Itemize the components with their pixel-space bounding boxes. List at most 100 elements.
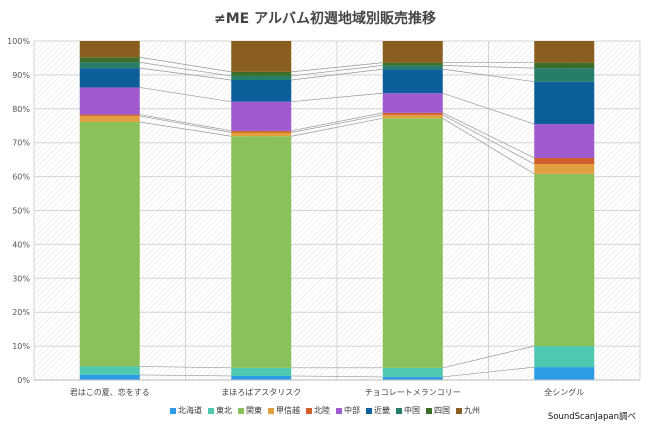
legend-label: 北海道	[178, 406, 202, 415]
series-line	[442, 345, 535, 369]
legend-item: 近畿	[366, 405, 390, 416]
legend-item: 東北	[208, 405, 232, 416]
y-tick-label: 60%	[12, 173, 30, 182]
bar-segment-東北	[534, 346, 595, 368]
legend-swatch	[268, 407, 274, 414]
bar-segment-四国	[79, 57, 140, 63]
x-tick-label: 君はこの夏、恋をする	[70, 387, 150, 397]
bar-segment-北海道	[79, 374, 140, 380]
x-tick-label: 全シングル	[544, 387, 584, 397]
legend-swatch	[366, 407, 372, 414]
legend-label: 東北	[216, 406, 232, 415]
bar-segment-北陸	[534, 157, 595, 165]
bar-segment-中国	[534, 68, 595, 82]
bar-segment-中部	[534, 124, 595, 158]
bar-segment-中部	[79, 87, 140, 115]
series-line	[139, 56, 232, 73]
series-line	[291, 375, 383, 378]
series-line	[291, 114, 383, 133]
bar-segment-中国	[382, 65, 443, 70]
legend-item: 中国	[396, 405, 420, 416]
bar-segment-近畿	[382, 69, 443, 94]
legend-label: 北陸	[314, 406, 330, 415]
series-line	[139, 121, 232, 137]
bar-segment-九州	[79, 41, 140, 58]
bar-segment-東北	[231, 367, 292, 376]
bar-segment-中国	[231, 75, 292, 80]
series-line	[139, 366, 232, 369]
bar-segment-関東	[79, 122, 140, 367]
bar-segment-近畿	[79, 68, 140, 88]
series-line	[291, 112, 383, 132]
bar-segment-北陸	[79, 114, 140, 116]
series-line	[291, 65, 383, 77]
bar-segment-中部	[231, 101, 292, 131]
bar-segment-九州	[534, 41, 595, 63]
bar-segment-北海道	[231, 375, 292, 380]
series-line	[442, 68, 535, 83]
y-tick-label: 50%	[12, 207, 30, 216]
bar-segment-中国	[79, 62, 140, 69]
y-tick-label: 100%	[7, 37, 30, 46]
bar-segment-九州	[231, 41, 292, 72]
bar-segment-東北	[382, 367, 443, 377]
series-line	[139, 67, 232, 81]
legend-label: 関東	[246, 406, 262, 415]
legend-item: 甲信越	[268, 405, 300, 416]
bar-segment-北海道	[382, 376, 443, 380]
legend-swatch	[238, 407, 244, 414]
y-tick-label: 0%	[17, 376, 30, 385]
bar-segment-北陸	[382, 112, 443, 115]
y-tick-label: 20%	[12, 308, 30, 317]
legend-swatch	[336, 407, 342, 414]
bar-segment-関東	[534, 173, 595, 347]
series-line	[139, 374, 232, 377]
series-line	[139, 87, 232, 103]
legend-item: 中部	[336, 405, 360, 416]
source-note: SoundScanJapan調べ	[547, 412, 636, 422]
bar-segment-北海道	[534, 367, 595, 380]
series-line	[442, 366, 535, 378]
bar-segment-近畿	[231, 79, 292, 102]
legend-label: 近畿	[374, 406, 390, 415]
bar-segment-北陸	[231, 130, 292, 133]
series-line	[442, 112, 535, 159]
bar-segment-中部	[382, 93, 443, 113]
legend-label: 中国	[404, 406, 420, 415]
bar-segment-関東	[382, 118, 443, 368]
series-line	[291, 62, 383, 73]
legend-item: 北海道	[170, 405, 202, 416]
bar-segment-近畿	[534, 81, 595, 125]
series-line	[442, 117, 535, 175]
chart-title: ≠ME アルバム初週地域別販売推移	[214, 11, 436, 27]
bar-segment-甲信越	[534, 164, 595, 174]
series-line	[139, 62, 232, 77]
legend-label: 四国	[434, 406, 450, 415]
bar-segment-甲信越	[382, 114, 443, 119]
x-tick-label: まほろばアスタリスク	[221, 388, 301, 397]
bar-segment-四国	[382, 62, 443, 66]
series-line	[139, 114, 232, 132]
bar-segment-甲信越	[79, 115, 140, 123]
y-tick-label: 80%	[12, 105, 30, 114]
bar-segment-甲信越	[231, 132, 292, 137]
legend-swatch	[396, 407, 402, 414]
bar-segment-四国	[534, 62, 595, 69]
legend-swatch	[306, 407, 312, 414]
legend-swatch	[426, 407, 432, 414]
y-tick-label: 70%	[12, 139, 30, 148]
bar-segment-関東	[231, 136, 292, 368]
legend-swatch	[456, 407, 462, 414]
legend-item: 九州	[456, 405, 480, 416]
series-line	[442, 92, 535, 125]
legend-swatch	[170, 407, 176, 414]
series-line	[442, 114, 535, 165]
series-line	[442, 65, 535, 69]
x-tick-label: チョコレートメランコリー	[365, 388, 461, 397]
series-line	[291, 68, 383, 81]
bar-segment-九州	[382, 41, 443, 63]
y-tick-label: 90%	[12, 71, 30, 80]
legend-item: 四国	[426, 405, 450, 416]
